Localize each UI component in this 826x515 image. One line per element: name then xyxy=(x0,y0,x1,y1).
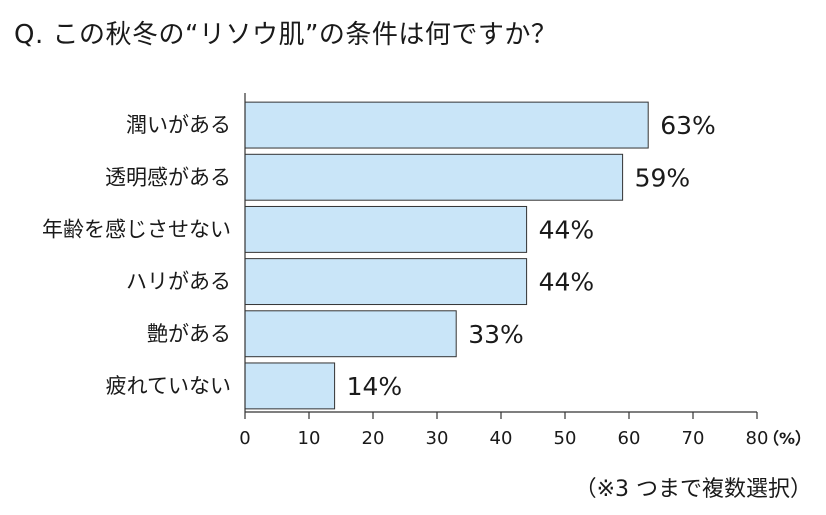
x-unit-label: （%） xyxy=(763,429,811,448)
bar-5 xyxy=(244,310,457,358)
category-label-1: 潤いがある xyxy=(126,113,231,137)
x-tick-label-40: 40 xyxy=(490,428,513,449)
bar-3 xyxy=(244,205,528,253)
category-label-4: ハリがある xyxy=(126,270,231,294)
value-label-5: 33% xyxy=(468,320,524,349)
x-tick-label-30: 30 xyxy=(426,428,449,449)
x-tick-label-10: 10 xyxy=(298,428,321,449)
value-label-4: 44% xyxy=(539,268,595,297)
chart-title: Q. この秋冬の“リソウ肌”の条件は何ですか？ xyxy=(14,20,558,50)
value-label-1: 63% xyxy=(660,111,716,140)
value-label-6: 14% xyxy=(347,372,403,401)
bars-layer: 潤いがある 63% 透明感がある 59% 年齢を感じさせない 44% ハリがある 44% 艶があ… xyxy=(42,101,716,410)
category-label-3: 年齢を感じさせない xyxy=(42,217,231,241)
x-tick-label-60: 60 xyxy=(618,428,641,449)
category-label-5: 艶がある xyxy=(147,322,231,346)
x-tick-label-80: 80 xyxy=(746,428,769,449)
category-label-6: 疲れていない xyxy=(106,374,231,398)
bar-2 xyxy=(244,153,624,201)
x-tick-label-70: 70 xyxy=(682,428,705,449)
category-label-2: 透明感がある xyxy=(105,165,231,189)
bar-4 xyxy=(244,258,528,306)
x-tick-label-0: 0 xyxy=(239,428,250,449)
bar-1 xyxy=(244,101,649,149)
bar-6 xyxy=(244,362,336,410)
x-axis: 0 10 20 30 40 50 60 70 80（%） xyxy=(239,93,811,449)
value-label-3: 44% xyxy=(539,215,595,244)
chart-note: （※3 つまで複数選択） xyxy=(574,477,812,502)
x-tick-label-20: 20 xyxy=(362,428,385,449)
value-label-2: 59% xyxy=(635,163,691,192)
x-tick-label-50: 50 xyxy=(554,428,577,449)
